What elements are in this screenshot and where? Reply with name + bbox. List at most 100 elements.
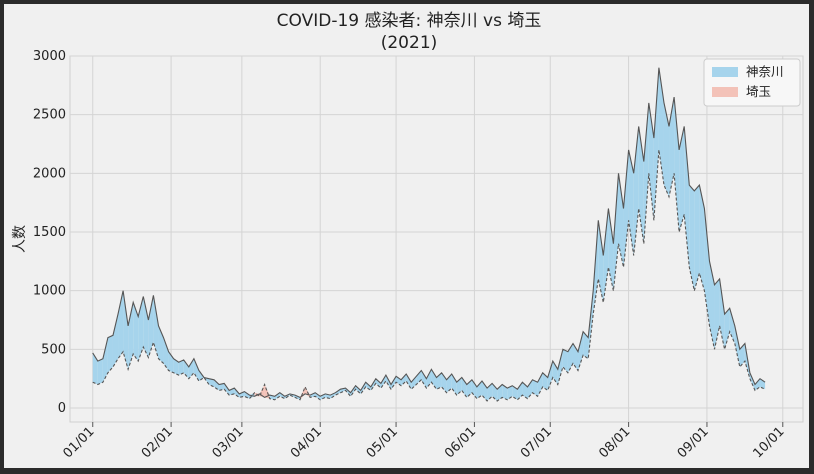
area-segment-kanagawa: [709, 261, 715, 350]
chart-title: COVID-19 感染者: 神奈川 vs 埼玉: [277, 11, 542, 31]
legend-swatch-kanagawa: [712, 67, 738, 77]
area-segment-kanagawa: [163, 337, 169, 371]
y-tick-label: 1500: [33, 225, 66, 240]
area-segment-kanagawa: [148, 295, 154, 358]
area-segment-kanagawa: [406, 373, 412, 390]
area-segment-kanagawa: [431, 369, 437, 390]
area-segment-kanagawa: [143, 296, 149, 358]
area-segment-kanagawa: [527, 379, 533, 399]
area-segment-kanagawa: [588, 290, 594, 359]
area-segment-kanagawa: [628, 149, 634, 256]
x-tick-label: 04/01: [288, 424, 325, 461]
area-segment-kanagawa: [294, 395, 301, 400]
area-segment-kanagawa: [118, 290, 124, 359]
area-segment-kanagawa: [547, 361, 553, 391]
area-segment-kanagawa: [512, 385, 518, 400]
legend: 神奈川 埼玉: [703, 58, 801, 107]
x-tick-label: 01/01: [60, 424, 97, 461]
area-segment-kanagawa: [643, 102, 649, 244]
area-segment-kanagawa: [653, 67, 659, 221]
area-segment-kanagawa: [749, 372, 755, 391]
area-segment-kanagawa: [411, 376, 417, 390]
area-segment-kanagawa: [684, 126, 690, 268]
area-segment-kanagawa: [578, 331, 584, 371]
x-tick-label: 08/01: [596, 424, 633, 461]
area-segment-kanagawa: [461, 377, 467, 398]
area-segment-kanagawa: [492, 383, 498, 401]
area-segment-kanagawa: [694, 185, 700, 291]
area-segment-kanagawa: [476, 381, 482, 399]
line-layer: [92, 67, 766, 402]
area-segment-kanagawa: [173, 358, 179, 376]
chart-figure: COVID-19 感染者: 神奈川 vs 埼玉 (2021) 人数 0 500 10…: [4, 4, 809, 468]
y-tick-labels: 0 500 1000 1500 2000 2500 3000: [33, 49, 66, 416]
area-segment-kanagawa: [689, 185, 695, 291]
area-segment-kanagawa: [613, 173, 619, 291]
area-segment-kanagawa: [421, 370, 427, 389]
y-tick-label: 2000: [33, 166, 66, 181]
area-segment-kanagawa: [315, 392, 321, 400]
area-segment-kanagawa: [214, 379, 220, 391]
area-segment-kanagawa: [542, 372, 548, 391]
area-segment-kanagawa: [355, 385, 361, 394]
area-segment-kanagawa: [112, 314, 119, 367]
area-segment-kanagawa: [380, 375, 386, 389]
area-segment-kanagawa: [128, 302, 134, 370]
area-segment-kanagawa: [178, 359, 184, 376]
area-segment-kanagawa: [153, 295, 159, 359]
area-segment-kanagawa: [623, 149, 629, 268]
chart-subtitle: (2021): [381, 33, 438, 53]
area-segment-kanagawa: [487, 383, 493, 401]
area-segment-kanagawa: [507, 385, 513, 400]
x-tick-label: 02/01: [139, 424, 176, 461]
legend-swatch-saitama: [712, 87, 738, 97]
area-segment-kanagawa: [391, 376, 397, 390]
area-segment-kanagawa: [724, 308, 730, 350]
x-tick-label: 10/01: [751, 424, 788, 461]
y-tick-label: 1000: [33, 284, 66, 299]
area-segment-kanagawa: [760, 378, 766, 390]
y-tick-label: 500: [41, 342, 66, 357]
area-segment-kanagawa: [123, 290, 129, 370]
series-line-kanagawa: [92, 67, 766, 399]
area-segment-kanagawa: [416, 370, 422, 385]
area-segment-kanagawa: [663, 102, 670, 197]
legend-label-saitama: 埼玉: [746, 84, 771, 99]
y-tick-label: 0: [58, 401, 66, 416]
area-segment-kanagawa: [729, 308, 735, 344]
y-tick-label: 3000: [33, 49, 66, 64]
area-segment-kanagawa: [239, 391, 245, 398]
area-segment-kanagawa: [537, 372, 543, 397]
legend-label-kanagawa: 神奈川: [746, 64, 784, 79]
area-segment-kanagawa: [517, 382, 523, 400]
area-segment-kanagawa: [107, 335, 113, 373]
x-tick-label: 07/01: [518, 424, 555, 461]
area-segment-kanagawa: [618, 173, 624, 268]
area-segment-kanagawa: [193, 358, 199, 382]
area-segment-kanagawa: [396, 376, 402, 386]
area-segment-kanagawa: [532, 379, 538, 397]
y-tick-label: 2500: [33, 108, 66, 123]
area-segment-kanagawa: [92, 352, 98, 385]
area-segment-kanagawa: [598, 220, 604, 303]
area-segment-kanagawa: [426, 369, 432, 389]
area-segment-kanagawa: [97, 358, 103, 385]
area-segment-kanagawa: [679, 126, 685, 232]
x-tick-label: 03/01: [210, 424, 247, 461]
area-segment-kanagawa: [401, 373, 407, 386]
x-tick-labels: 01/01 02/01 03/01 04/01 05/01 06/01 07/01 08/01…: [60, 424, 787, 461]
area-segment-kanagawa: [562, 349, 568, 373]
area-segment-kanagawa: [739, 343, 745, 367]
area-segment-kanagawa: [133, 302, 139, 362]
area-segment-kanagawa: [320, 393, 326, 400]
area-segment-kanagawa: [674, 97, 680, 232]
area-segment-kanagawa: [466, 379, 472, 398]
series-line-saitama: [92, 149, 766, 402]
x-tick-label: 06/01: [442, 424, 479, 461]
area-segment-kanagawa: [502, 384, 508, 400]
area-segment-kanagawa: [183, 359, 189, 379]
area-segment-kanagawa: [633, 126, 639, 256]
area-segment-kanagawa: [714, 278, 720, 350]
area-segment-kanagawa: [375, 378, 381, 389]
area-segment-kanagawa: [456, 377, 462, 396]
